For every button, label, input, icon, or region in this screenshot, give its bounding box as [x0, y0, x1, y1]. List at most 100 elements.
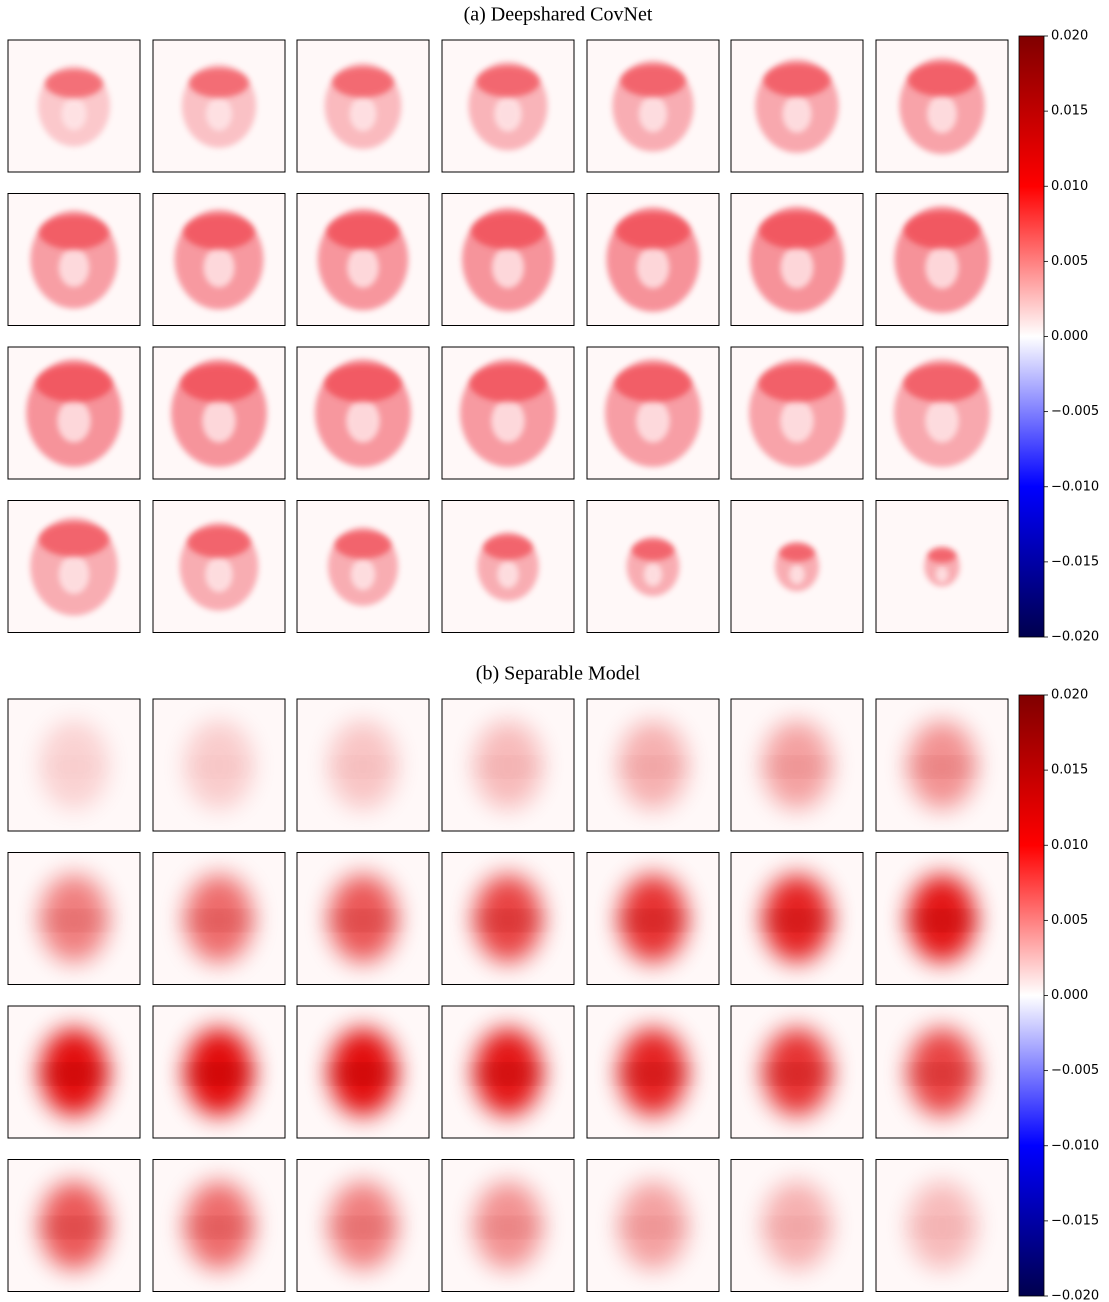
heatmap-tile — [730, 346, 864, 480]
heatmap-tile — [296, 193, 430, 326]
heatmap-tile — [730, 193, 864, 326]
tile-content — [894, 206, 990, 313]
blob-band — [623, 914, 683, 927]
heatmap-tile — [441, 39, 575, 173]
tile-frame — [441, 500, 575, 633]
heatmap-tile — [152, 852, 286, 985]
blob-band — [912, 1221, 972, 1234]
heatmap-tile — [152, 193, 286, 326]
blob-band — [767, 1068, 827, 1080]
tile-frame — [152, 852, 286, 985]
heatmap-tile — [875, 1159, 1009, 1292]
tile-frame — [7, 1159, 141, 1292]
heatmap-tile — [441, 500, 575, 633]
blob-band — [767, 761, 827, 773]
heatmap-tile — [730, 1159, 864, 1292]
blob-core — [782, 95, 812, 133]
tile-frame — [875, 1159, 1009, 1292]
tile-content — [185, 1028, 253, 1116]
tile-frame — [586, 698, 720, 832]
tile-content — [619, 1028, 687, 1116]
tile-frame — [875, 1005, 1009, 1139]
tile-frame — [441, 346, 575, 480]
tile-content — [908, 1181, 976, 1270]
heatmap-tile — [586, 193, 720, 326]
blob-top — [332, 67, 394, 98]
tile-content — [185, 874, 253, 963]
heatmap-tile — [296, 1005, 430, 1139]
heatmap-tile — [875, 698, 1009, 832]
blob-core — [58, 247, 90, 288]
blob-band — [44, 914, 104, 927]
tile-content — [749, 206, 845, 313]
tile-content — [185, 721, 253, 809]
tile-frame — [7, 193, 141, 326]
tile-frame — [441, 1159, 575, 1292]
tile-frame — [152, 1159, 286, 1292]
heatmap-tile — [730, 39, 864, 173]
heatmap-tile — [586, 1005, 720, 1139]
blob-band — [333, 761, 393, 773]
blob-band — [333, 1068, 393, 1080]
heatmap-tile — [296, 346, 430, 480]
blob-top — [471, 212, 545, 250]
blob-core — [202, 399, 236, 443]
panel-title: (a) Deepshared CovNet — [464, 4, 653, 26]
tile-frame — [296, 500, 430, 633]
blob-core — [347, 247, 379, 288]
blob-top — [324, 364, 402, 403]
colorbar — [1018, 694, 1045, 1297]
colorbar-tick-label: 0.000 — [1051, 988, 1088, 1003]
blob-band — [767, 914, 827, 927]
tile-frame — [875, 346, 1009, 480]
blob-top — [614, 364, 692, 403]
blob-top — [476, 66, 540, 98]
heatmap-tile — [296, 852, 430, 985]
tile-content — [894, 359, 990, 467]
tile-frame — [875, 39, 1009, 173]
blob-band — [189, 1068, 249, 1080]
tile-content — [30, 517, 118, 616]
colorbar-tick-label: 0.000 — [1051, 329, 1088, 344]
tile-frame — [586, 500, 720, 633]
tile-frame — [7, 346, 141, 480]
blob-core — [935, 566, 949, 583]
tile-frame — [296, 1005, 430, 1139]
blob-core — [491, 246, 525, 289]
blob-core — [636, 399, 670, 443]
tile-frame — [586, 346, 720, 480]
blob-band — [912, 914, 972, 927]
tile-content — [474, 1028, 542, 1116]
colorbar-tick-label: −0.010 — [1051, 479, 1099, 494]
tile-frame — [441, 39, 575, 173]
tile-frame — [152, 346, 286, 480]
tile-content — [329, 874, 397, 963]
blob-band — [623, 761, 683, 773]
heatmap-tile — [152, 1159, 286, 1292]
blob-core — [350, 558, 376, 591]
tile-content — [460, 359, 556, 467]
tile-content — [179, 522, 259, 611]
blob-band — [767, 1221, 827, 1234]
tile-content — [329, 1028, 397, 1116]
tile-frame — [730, 193, 864, 326]
tile-frame — [7, 39, 141, 173]
colorbar-tick-label: −0.010 — [1051, 1138, 1099, 1153]
blob-top — [907, 62, 977, 97]
blob-top — [35, 364, 113, 403]
colorbar-tick-label: −0.005 — [1051, 404, 1099, 419]
blob-band — [623, 1068, 683, 1080]
tile-content — [626, 536, 680, 597]
tile-content — [763, 721, 831, 809]
blob-core — [494, 96, 522, 132]
blob-core — [636, 246, 670, 289]
blob-top — [334, 531, 392, 559]
heatmap-tile — [296, 1159, 430, 1292]
blob-core — [927, 94, 957, 134]
blob-top — [39, 522, 109, 557]
heatmap-tile — [152, 1005, 286, 1139]
heatmap-tile — [152, 698, 286, 832]
blob-band — [44, 1221, 104, 1234]
panel-title: (b) Separable Model — [476, 663, 641, 685]
heatmap-tile — [730, 1005, 864, 1139]
